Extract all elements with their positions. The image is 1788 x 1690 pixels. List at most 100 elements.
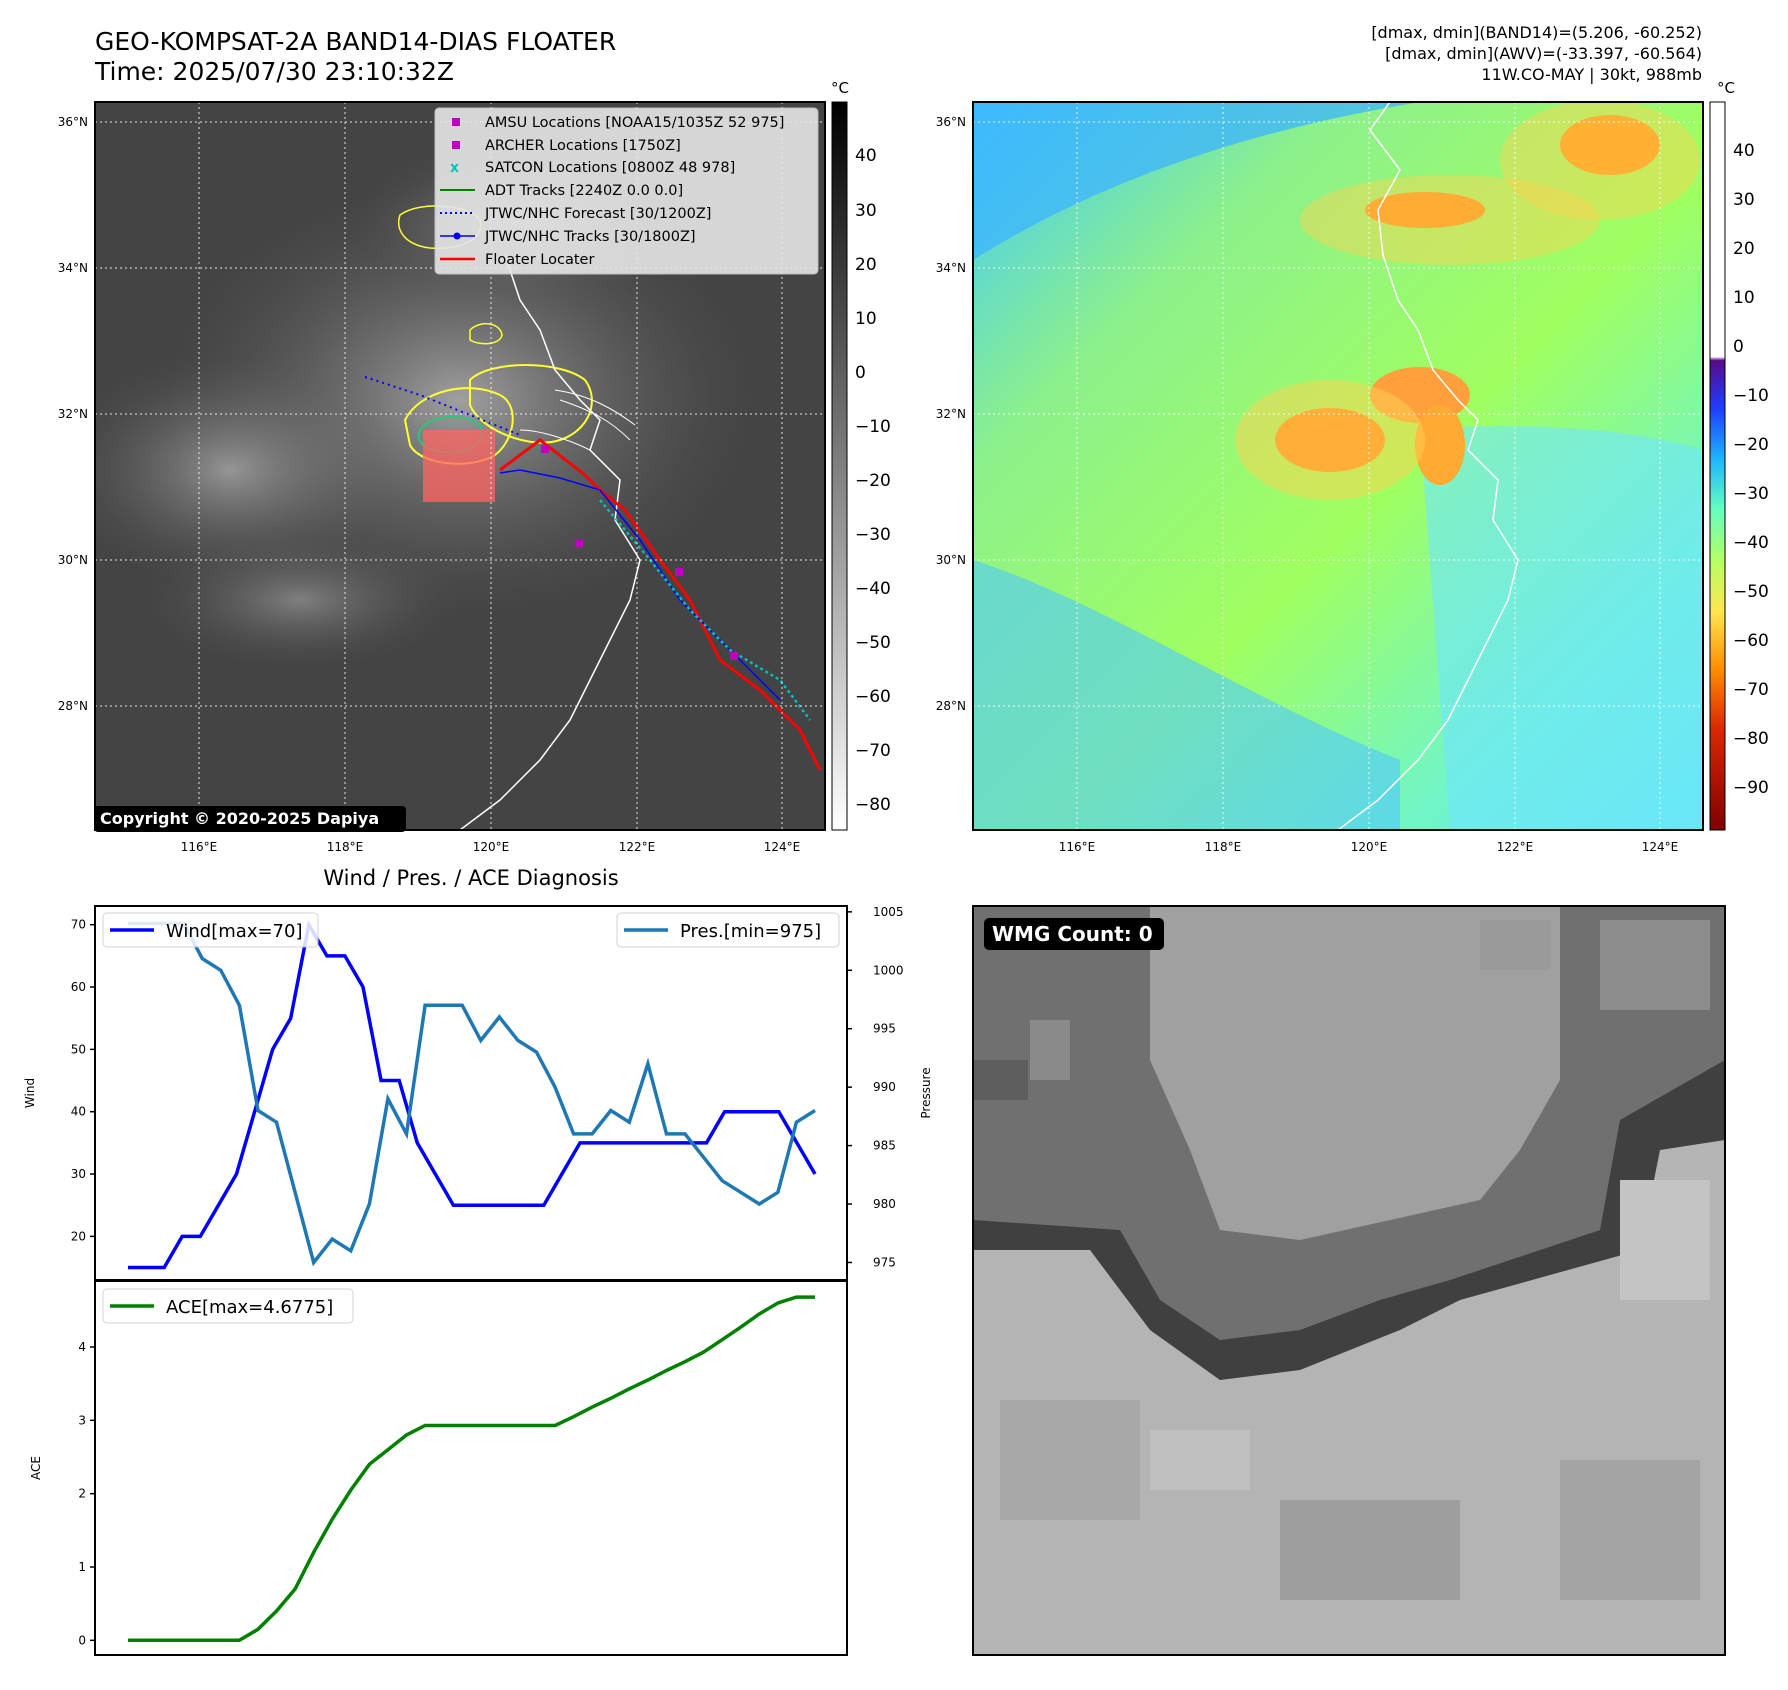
wind-tick-label: 20 xyxy=(71,1229,86,1243)
wv-coast-north xyxy=(1369,102,1401,256)
ir-cbar-tick: −30 xyxy=(855,525,891,545)
wind-pres-plot: 20 30 40 50 60 70 975 980 985 990 995 1000 1005 Win… xyxy=(23,905,933,1281)
zoom-gray-block xyxy=(1600,920,1710,1010)
ir-lon-label: 118°E xyxy=(327,840,364,854)
ir-river-lines xyxy=(519,389,636,451)
wv-cbar-tick: −10 xyxy=(1733,386,1769,406)
ir-archer-point-2 xyxy=(675,568,683,576)
wv-colorbar-unit: °C xyxy=(1717,79,1735,97)
zoom-gray-block xyxy=(1480,920,1550,970)
wv-cbar-tick: 30 xyxy=(1733,190,1755,210)
pres-tick-label: 995 xyxy=(873,1022,896,1036)
ir-map-panel: AMSU Locations [NOAA15/1035Z 52 975] ARC… xyxy=(58,79,891,854)
ace-legend-box xyxy=(102,1288,354,1324)
wv-lat-gridlines xyxy=(973,121,1703,707)
ir-colorbar xyxy=(831,101,848,831)
legend-satcon-marker: x xyxy=(450,160,459,176)
wind-tick-label: 60 xyxy=(71,980,86,994)
legend-floater-label: Floater Locater xyxy=(485,252,594,268)
wv-lon-label: 118°E xyxy=(1205,840,1242,854)
legend-amsu-label: AMSU Locations [NOAA15/1035Z 52 975] xyxy=(485,115,784,131)
wv-lon-label: 116°E xyxy=(1059,840,1096,854)
wv-cbar-tick: 0 xyxy=(1733,337,1744,357)
wv-lon-gridlines xyxy=(1076,102,1661,830)
ace-plot: 0 1 2 3 4 ACE ACE[max=4.6775] xyxy=(29,1280,848,1656)
wv-coastline xyxy=(1337,254,1519,830)
wind-series-line xyxy=(128,919,817,1270)
ir-archer-point xyxy=(575,540,583,548)
zoom-gray-block xyxy=(1000,1400,1140,1520)
pres-tick-label: 990 xyxy=(873,1080,896,1094)
wv-lat-label: 34°N xyxy=(936,261,966,275)
wv-cbar-tick: −70 xyxy=(1733,680,1769,700)
wv-cbar-tick: −30 xyxy=(1733,484,1769,504)
ace-axis-ticks: 0 1 2 3 4 xyxy=(78,1340,95,1647)
wind-tick-label: 30 xyxy=(71,1167,86,1181)
wv-dry-band-south xyxy=(973,560,1400,830)
wv-lon-label: 122°E xyxy=(1497,840,1534,854)
wv-cbar-tick: −20 xyxy=(1733,435,1769,455)
legend-archer-label: ARCHER Locations [1750Z] xyxy=(485,138,681,154)
wv-map-frame xyxy=(972,101,1704,831)
wind-legend-label: Wind[max=70] xyxy=(166,921,303,942)
ir-lat-label: 30°N xyxy=(58,553,88,567)
ace-tick-label: 0 xyxy=(78,1633,86,1647)
wind-axis-ticks: 20 30 40 50 60 70 xyxy=(71,918,95,1243)
ir-jtwc-forecast xyxy=(364,376,521,436)
ir-cold-contour-2 xyxy=(469,364,593,444)
ir-cbar-tick: 30 xyxy=(855,201,877,221)
ir-lat-label: 32°N xyxy=(58,407,88,421)
zoom-light-region xyxy=(1150,906,1560,1240)
legend-track-dot xyxy=(453,232,461,240)
wv-lat-label: 36°N xyxy=(936,115,966,129)
pres-tick-label: 985 xyxy=(873,1139,896,1153)
legend-amsu-marker xyxy=(452,118,460,126)
ir-cloud-west xyxy=(95,350,410,590)
ir-cbar-tick: 20 xyxy=(855,255,877,275)
wv-cbar-tick: −40 xyxy=(1733,533,1769,553)
wv-moist-4 xyxy=(1560,115,1660,175)
wv-cbar-tick: 40 xyxy=(1733,141,1755,161)
wv-cbar-tick: −60 xyxy=(1733,631,1769,651)
zoom-gray-block xyxy=(973,1060,1028,1100)
ir-cbar-tick: 0 xyxy=(855,363,866,383)
wv-dry-east xyxy=(1420,426,1703,830)
ace-tick-label: 2 xyxy=(78,1487,86,1501)
zoom-panel-frame xyxy=(972,905,1726,1656)
ir-lat-label: 28°N xyxy=(58,699,88,713)
stats-line-1: [dmax, dmin](BAND14)=(5.206, -60.252) xyxy=(1371,23,1702,42)
zoom-gray-block xyxy=(1150,1430,1250,1490)
ir-cbar-tick: 10 xyxy=(855,309,877,329)
ir-map-frame xyxy=(94,101,826,831)
copyright-text: Copyright © 2020-2025 Dapiya xyxy=(100,809,379,828)
zoom-gray-block xyxy=(1560,1460,1700,1600)
ir-cbar-tick: −20 xyxy=(855,471,891,491)
ir-colorbar-unit: °C xyxy=(831,79,849,97)
wv-halo-3 xyxy=(1500,102,1700,220)
ir-colorbar-ticks: 40 30 20 10 0 −10 −20 −30 −40 −50 −60 −7… xyxy=(855,146,891,815)
ir-lon-label: 116°E xyxy=(181,840,218,854)
wv-colorbar xyxy=(1709,101,1726,831)
legend-satcon-label: SATCON Locations [0800Z 48 978] xyxy=(485,160,735,176)
wv-lat-label: 28°N xyxy=(936,699,966,713)
wind-legend: Wind[max=70] xyxy=(102,912,319,948)
wind-tick-label: 40 xyxy=(71,1105,86,1119)
ir-lon-label: 122°E xyxy=(619,840,656,854)
diag-title: Wind / Pres. / ACE Diagnosis xyxy=(323,866,618,890)
stats-line-2: [dmax, dmin](AWV)=(-33.397, -60.564) xyxy=(1385,44,1702,63)
zoom-gray-block xyxy=(1280,1500,1460,1600)
wv-map-panel: 36°N 34°N 32°N 30°N 28°N 116°E 118°E 120… xyxy=(936,79,1769,854)
ir-lat-label: 34°N xyxy=(58,261,88,275)
pres-axis-ticks: 975 980 985 990 995 1000 1005 xyxy=(847,905,904,1269)
wv-halo-2 xyxy=(1300,175,1600,265)
copyright-box xyxy=(94,806,406,832)
wv-lon-label: 120°E xyxy=(1351,840,1388,854)
ir-archer-point-3 xyxy=(730,652,738,660)
wind-legend-box xyxy=(102,912,319,948)
pres-tick-label: 1000 xyxy=(873,963,904,977)
ir-cbar-tick: 40 xyxy=(855,146,877,166)
wv-colorbar-ticks: 40 30 20 10 0 −10 −20 −30 −40 −50 −60 −7… xyxy=(1733,141,1769,798)
ir-cbar-tick: −50 xyxy=(855,633,891,653)
zoom-gray-block xyxy=(1620,1180,1710,1300)
